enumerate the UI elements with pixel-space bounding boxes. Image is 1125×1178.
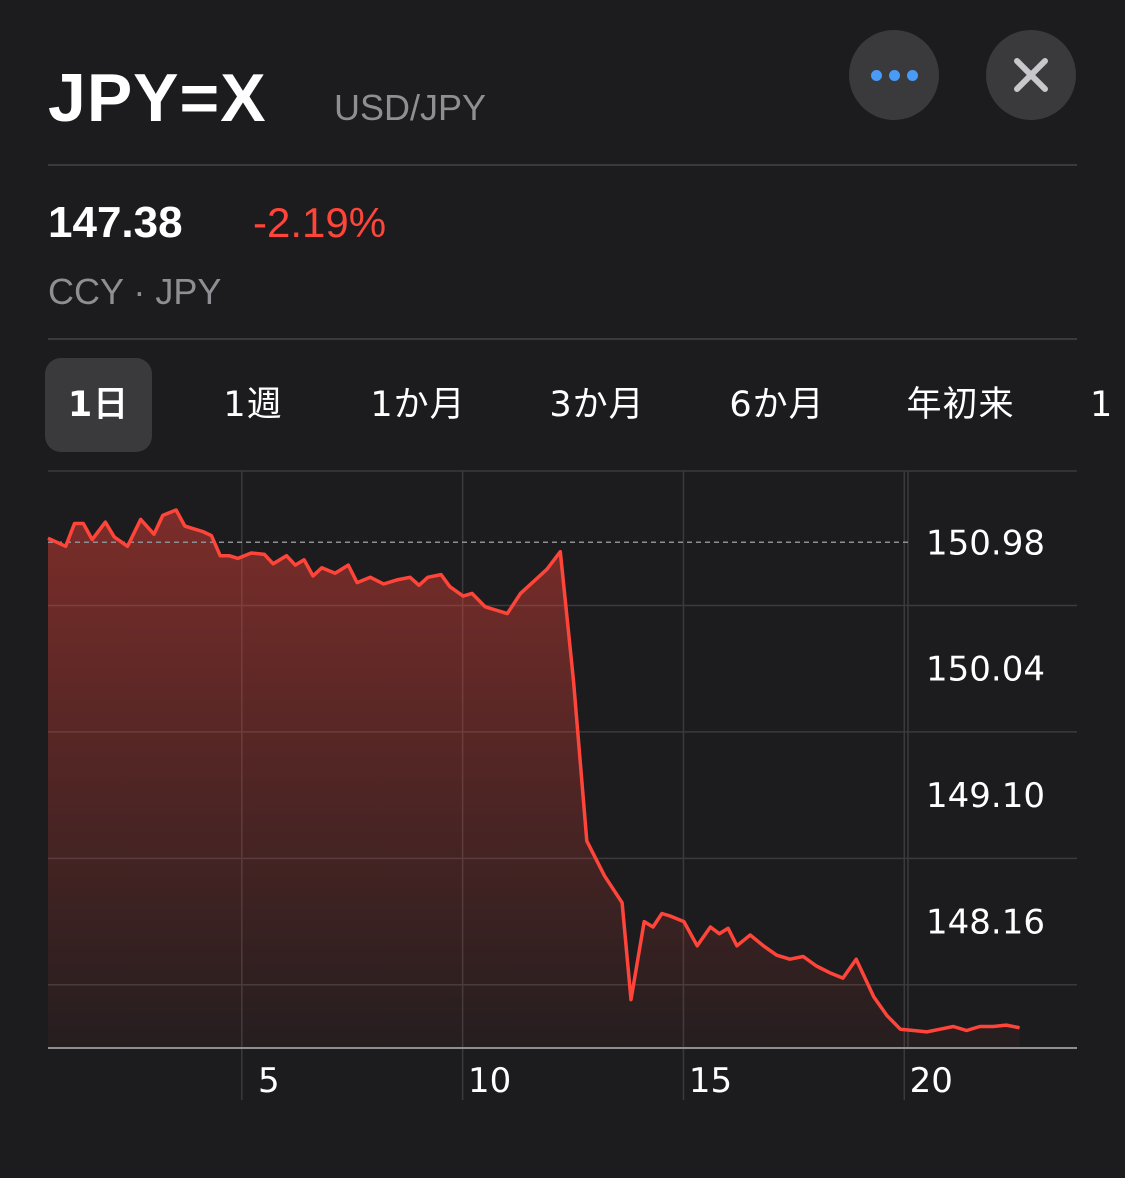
more-button[interactable]	[849, 30, 939, 120]
ellipsis-icon	[870, 69, 918, 81]
y-tick-label: 149.10	[926, 776, 1045, 816]
y-tick-label: 150.98	[926, 523, 1045, 563]
x-tick-label: 15	[689, 1061, 732, 1101]
quote-divider	[48, 338, 1077, 340]
ticker-symbol: JPY=X	[48, 60, 267, 136]
close-button[interactable]	[986, 30, 1076, 120]
exchange-info: CCY · JPY	[48, 271, 222, 312]
close-icon	[1014, 58, 1048, 92]
price-chart: 150.98 150.04 149.10 148.16 5 10 15 20	[47, 470, 1077, 1101]
tab-1-day[interactable]: 1日	[45, 358, 152, 452]
tab-1-week[interactable]: 1週	[223, 385, 283, 425]
header-divider	[48, 164, 1077, 166]
x-tick-label: 5	[258, 1061, 280, 1101]
tab-ytd[interactable]: 年初来	[906, 385, 1015, 425]
price-change: -2.19%	[253, 199, 387, 246]
tab-6-months[interactable]: 6か月	[729, 385, 825, 425]
y-tick-label: 150.04	[926, 650, 1045, 690]
y-tick-label: 148.16	[926, 903, 1045, 943]
current-price: 147.38	[48, 198, 183, 247]
x-tick-label: 20	[910, 1061, 953, 1101]
tab-1-year[interactable]: 1	[1090, 385, 1114, 425]
x-tick-label: 10	[468, 1061, 511, 1101]
tab-1-month[interactable]: 1か月	[370, 385, 466, 425]
price-area-fill	[48, 510, 1020, 1048]
currency-pair: USD/JPY	[334, 87, 487, 128]
price-line	[47, 508, 1020, 1034]
tab-3-months[interactable]: 3か月	[549, 385, 645, 425]
